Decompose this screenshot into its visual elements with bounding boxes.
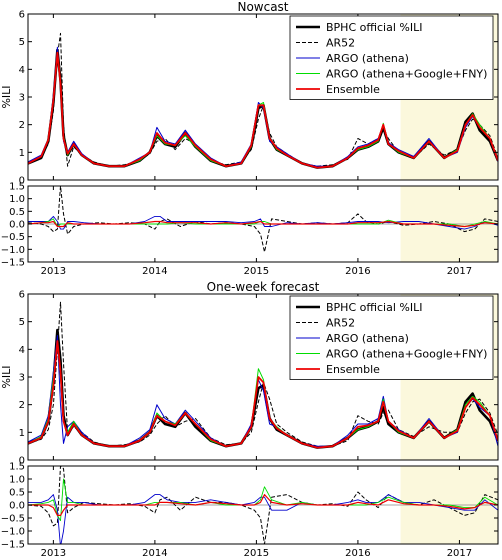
- series-line-5: [28, 340, 498, 449]
- y-tick-label: −0.5: [1, 514, 25, 525]
- legend-label: ARGO (athena): [326, 332, 409, 345]
- panel-2: −1.5 −1.0 −0.50.0 0.5 1.01.5 2013 2014 2015 2016…: [1, 182, 499, 277]
- series-line-2: [28, 215, 498, 230]
- y-tick-label: 5: [19, 37, 25, 48]
- x-tick-label: 2014: [142, 548, 167, 559]
- y-tick-label: 1.0: [9, 475, 25, 486]
- y-tick-label: −1.0: [1, 527, 25, 538]
- y-tick-label: −1.0: [1, 245, 25, 256]
- legend-label: AR52: [326, 37, 355, 50]
- y-tick-label: 3: [19, 373, 25, 384]
- legend: BPHC official %ILI AR52 ARGO (athena) ARGO …: [289, 15, 494, 100]
- legend-label: BPHC official %ILI: [326, 21, 422, 34]
- y-axis-label: %ILI: [0, 365, 13, 388]
- series-line-4: [28, 494, 498, 517]
- panel-4: −1.5 −1.0 −0.5 0.0 0.5 1.0 1.5 2013 2014 2015 2016…: [1, 462, 499, 559]
- x-tick-label: 2015: [244, 266, 269, 277]
- y-tick-label: 1.5: [9, 462, 25, 473]
- x-tick-label: 2014: [142, 266, 167, 277]
- x-tick-label: 2017: [447, 548, 472, 559]
- y-tick-label: 4: [19, 65, 25, 76]
- x-tick-label: 2013: [41, 548, 66, 559]
- y-tick-label: 3: [19, 93, 25, 104]
- legend: BPHC official %ILI AR52 ARGO (athena) ARGO …: [289, 295, 494, 380]
- y-tick-label: −1.5: [1, 258, 25, 269]
- y-axis-label: %ILI: [0, 85, 13, 108]
- legend-box: [289, 295, 494, 380]
- panel-title: One-week forecast: [207, 280, 320, 294]
- y-tick-label: 0: [19, 176, 25, 187]
- legend-label: ARGO (athena+Google+FNY): [326, 68, 487, 81]
- y-tick-label: 5: [19, 317, 25, 328]
- y-tick-label: −1.5: [1, 540, 25, 551]
- x-tick-label: 2016: [345, 548, 370, 559]
- y-tick-label: 2: [19, 120, 25, 131]
- y-tick-label: 6: [19, 290, 25, 301]
- y-tick-label: 1.5: [9, 182, 25, 193]
- series-line-5: [28, 51, 498, 169]
- legend-label: AR52: [326, 317, 355, 330]
- legend-label: BPHC official %ILI: [326, 301, 422, 314]
- y-tick-label: 0.0: [9, 220, 25, 231]
- series-group: [28, 301, 498, 449]
- legend-label: Ensemble: [326, 363, 380, 376]
- y-tick-label: 6: [19, 10, 25, 21]
- x-tick-label: 2016: [345, 266, 370, 277]
- y-tick-label: 4: [19, 345, 25, 356]
- panel-1: 0 1 2 3 4 5 6 Nowcast %ILI BPHC official %ILI AR52…: [0, 0, 499, 187]
- x-tick-label: 2013: [41, 266, 66, 277]
- y-tick-label: 0.5: [9, 488, 25, 499]
- legend-label: ARGO (athena): [326, 52, 409, 65]
- panel-title: Nowcast: [237, 0, 288, 14]
- y-tick-label: 2: [19, 400, 25, 411]
- series-line-4: [28, 220, 498, 228]
- legend-label: Ensemble: [326, 83, 380, 96]
- y-tick-label: −0.5: [1, 232, 25, 243]
- y-tick-label: 1.0: [9, 194, 25, 205]
- x-tick-label: 2017: [447, 266, 472, 277]
- y-tick-label: 0.0: [9, 501, 25, 512]
- panel-3: 0 1 2 3 4 5 6 One-week forecast %ILI BPHC officia…: [0, 280, 499, 467]
- legend-label: ARGO (athena+Google+FNY): [326, 348, 487, 361]
- series-group: [28, 32, 498, 169]
- legend-box: [289, 15, 494, 100]
- y-tick-label: 0.5: [9, 207, 25, 218]
- y-tick-label: 1: [19, 148, 25, 159]
- series-group: [28, 466, 498, 544]
- y-tick-label: 1: [19, 428, 25, 439]
- y-tick-label: 0: [19, 456, 25, 467]
- x-tick-label: 2015: [244, 548, 269, 559]
- series-group: [28, 186, 498, 253]
